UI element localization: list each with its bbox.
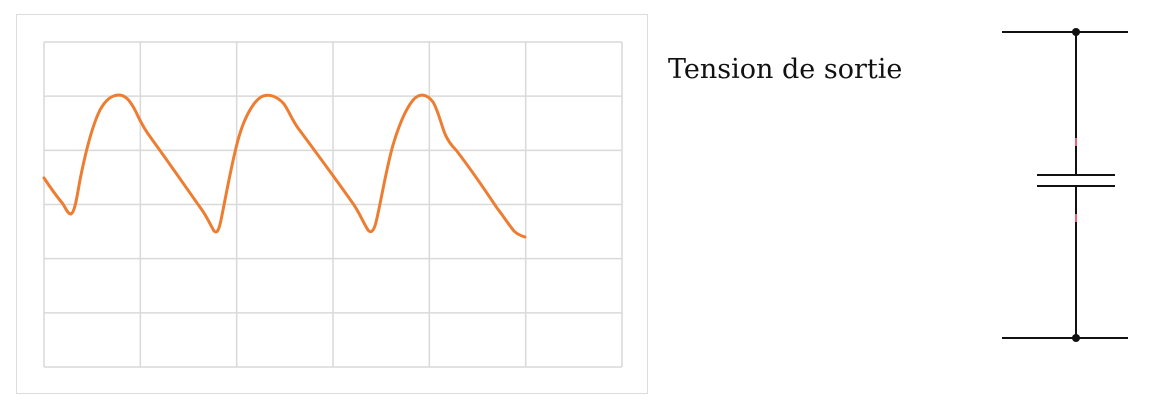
oscilloscope-screen — [42, 41, 623, 368]
oscilloscope-grid — [43, 41, 623, 368]
bottom-node-dot — [1072, 334, 1080, 342]
output-voltage-label: Tension de sortie — [668, 54, 903, 85]
output-waveform — [42, 93, 527, 239]
top-node-dot — [1072, 28, 1080, 36]
capacitor-circuit — [1002, 28, 1128, 342]
